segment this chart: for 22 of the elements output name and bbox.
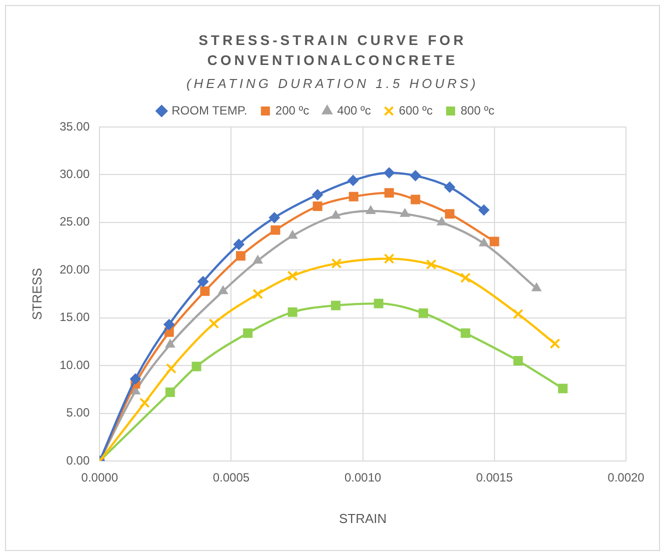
x-tick-label: 0.0020 bbox=[608, 470, 645, 485]
y-tick-label: 5.00 bbox=[66, 406, 90, 420]
legend-label: 600 ºc bbox=[398, 103, 433, 118]
y-tick-label: 10.00 bbox=[60, 358, 90, 372]
legend-label: ROOM TEMP. bbox=[172, 103, 248, 118]
x-tick-label: 0.0000 bbox=[81, 470, 118, 485]
chart-subtitle: (HEATING DURATION 1.5 HOURS) bbox=[185, 76, 480, 91]
x-axis-title: STRAIN bbox=[338, 510, 387, 526]
chart-title: STRESS-STRAIN CURVE FOR CONVENTIONALCONCRETE bbox=[198, 31, 468, 70]
y-tick-label: 15.00 bbox=[60, 310, 90, 324]
y-axis-title: STRESS bbox=[29, 268, 44, 320]
legend-label: 200 ºc bbox=[275, 103, 310, 118]
x-tick-label: 0.0015 bbox=[476, 470, 514, 485]
y-tick-label: 25.00 bbox=[60, 214, 90, 229]
x-tick-label: 0.0010 bbox=[344, 470, 382, 485]
y-tick-label: 0.00 bbox=[66, 453, 90, 468]
legend-label: 800 ºc bbox=[460, 103, 494, 118]
y-tick-label: 35.00 bbox=[60, 119, 90, 134]
legend-label: 400 ºc bbox=[337, 103, 371, 118]
y-tick-label: 30.00 bbox=[60, 167, 90, 182]
x-tick-label: 0.0005 bbox=[212, 470, 250, 485]
y-tick-label: 20.00 bbox=[60, 262, 90, 276]
